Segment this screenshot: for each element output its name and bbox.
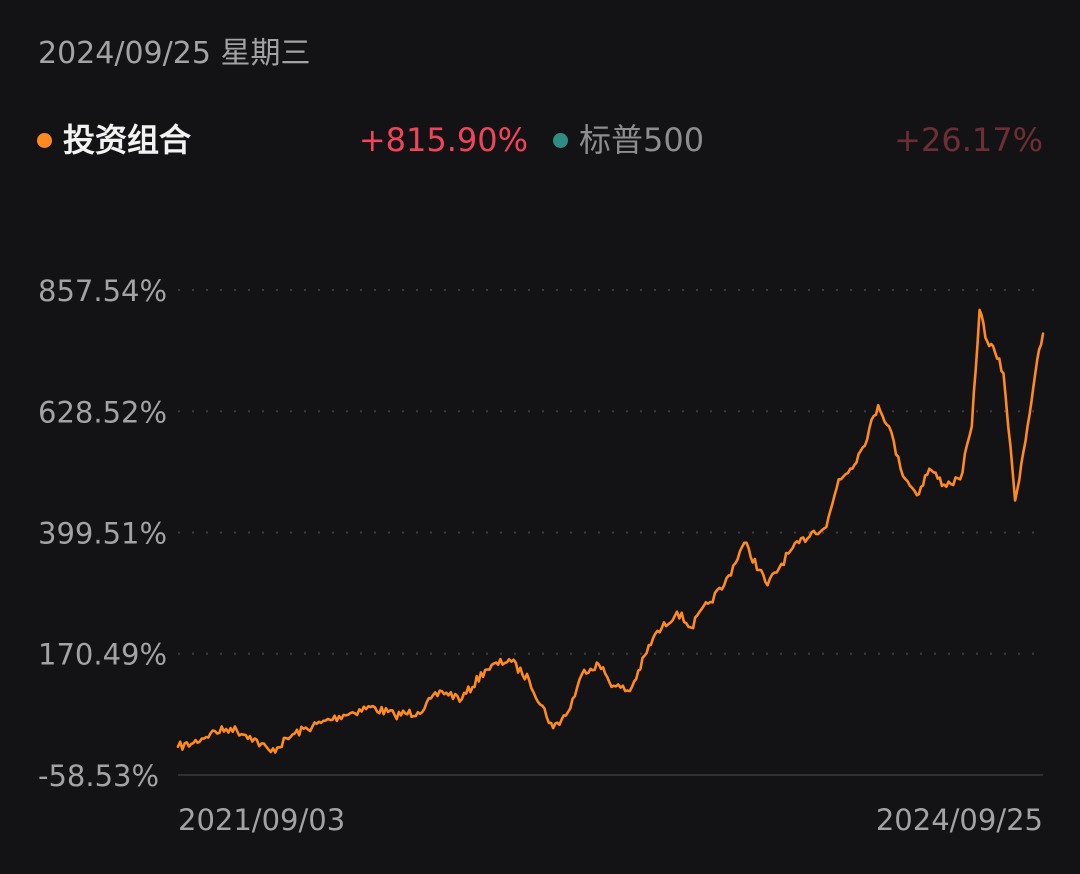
y-tick-label: 170.49% (38, 638, 167, 672)
legend-dot-sp500 (553, 133, 568, 148)
legend-dot-portfolio (37, 133, 52, 148)
legend-label-portfolio: 投资组合 (63, 121, 192, 159)
x-tick-label: 2024/09/25 (876, 803, 1043, 837)
legend-value-sp500: +26.17% (894, 121, 1043, 159)
y-tick-label: 857.54% (38, 274, 167, 308)
legend-label-sp500: 标普500 (579, 121, 705, 159)
y-tick-label: 399.51% (38, 516, 167, 550)
legend: 投资组合 +815.90% 标普500 +26.17% (0, 116, 1080, 164)
legend-value-portfolio: +815.90% (358, 121, 528, 159)
y-tick-label: -58.53% (38, 759, 159, 793)
series-line-portfolio (176, 308, 1045, 754)
x-tick-label: 2021/09/03 (178, 803, 345, 837)
y-tick-label: 628.52% (38, 395, 167, 429)
date-label: 2024/09/25 星期三 (38, 36, 311, 71)
